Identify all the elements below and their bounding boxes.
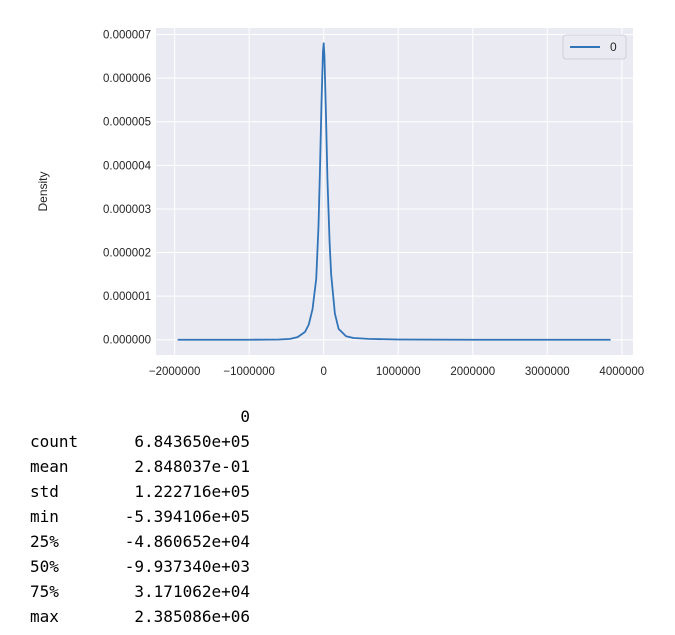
row-value: 6.843650e+05 xyxy=(134,432,250,451)
row-value: -9.937340e+03 xyxy=(124,557,250,576)
row-label: 50% xyxy=(30,557,59,576)
x-tick-labels: −2000000 −1000000 0 1000000 2000000 3000000 40… xyxy=(149,366,644,378)
table-row: max 2.385086e+06 xyxy=(30,604,250,629)
x-tick-label: −1000000 xyxy=(223,366,275,378)
x-tick-label: 3000000 xyxy=(525,366,570,378)
x-tick-label: 0 xyxy=(320,366,326,378)
x-tick-label: 2000000 xyxy=(450,366,495,378)
row-value: -4.860652e+04 xyxy=(124,532,250,551)
y-tick-label: 0.000005 xyxy=(103,117,151,129)
legend-entry-series-0: 0 xyxy=(610,40,617,54)
row-label: std xyxy=(30,482,59,501)
x-tick-label: 4000000 xyxy=(599,366,644,378)
row-value: 2.385086e+06 xyxy=(134,607,250,626)
y-tick-label: 0.000007 xyxy=(103,30,151,42)
y-tick-label: 0.000001 xyxy=(103,291,151,303)
y-axis-label: Density xyxy=(36,171,50,211)
row-label: min xyxy=(30,507,59,526)
series-line-0 xyxy=(177,42,611,341)
density-plot-svg: −2000000 −1000000 0 1000000 2000000 3000000 40… xyxy=(36,28,644,378)
table-row: std 1.222716e+05 xyxy=(30,479,250,504)
y-tick-label: 0.000003 xyxy=(103,204,151,216)
row-label: mean xyxy=(30,457,69,476)
table-row: count 6.843650e+05 xyxy=(30,429,250,454)
y-gridlines xyxy=(156,34,633,341)
y-tick-label: 0.000000 xyxy=(103,335,151,347)
y-tick-label: 0.000002 xyxy=(103,248,151,260)
table-row: mean 2.848037e-01 xyxy=(30,454,250,479)
describe-table: 0 count 6.843650e+05 mean 2.848037e-01 s… xyxy=(30,404,250,629)
row-value: 2.848037e-01 xyxy=(134,457,250,476)
row-label: max xyxy=(30,607,59,626)
x-gridlines xyxy=(174,28,623,355)
plot-background xyxy=(156,28,633,355)
row-value: 3.171062e+04 xyxy=(134,582,250,601)
row-label: 25% xyxy=(30,532,59,551)
column-header: 0 xyxy=(240,407,250,426)
x-tick-label: −2000000 xyxy=(149,366,201,378)
table-row: min -5.394106e+05 xyxy=(30,504,250,529)
density-chart: −2000000 −1000000 0 1000000 2000000 3000000 40… xyxy=(36,28,644,378)
index-header xyxy=(30,404,100,429)
table-row: 50% -9.937340e+03 xyxy=(30,554,250,579)
legend: 0 xyxy=(562,34,627,60)
y-tick-labels: 0.000000 0.000001 0.000002 0.000003 0.000004… xyxy=(103,30,152,347)
series-layer xyxy=(177,42,611,341)
x-tick-label: 1000000 xyxy=(376,366,421,378)
table-header-row: 0 xyxy=(30,404,250,429)
y-tick-label: 0.000004 xyxy=(103,160,152,172)
row-label: 75% xyxy=(30,582,59,601)
y-tick-label: 0.000006 xyxy=(103,73,151,85)
table-row: 75% 3.171062e+04 xyxy=(30,579,250,604)
table-row: 25% -4.860652e+04 xyxy=(30,529,250,554)
row-value: -5.394106e+05 xyxy=(124,507,250,526)
row-value: 1.222716e+05 xyxy=(134,482,250,501)
row-label: count xyxy=(30,432,79,451)
